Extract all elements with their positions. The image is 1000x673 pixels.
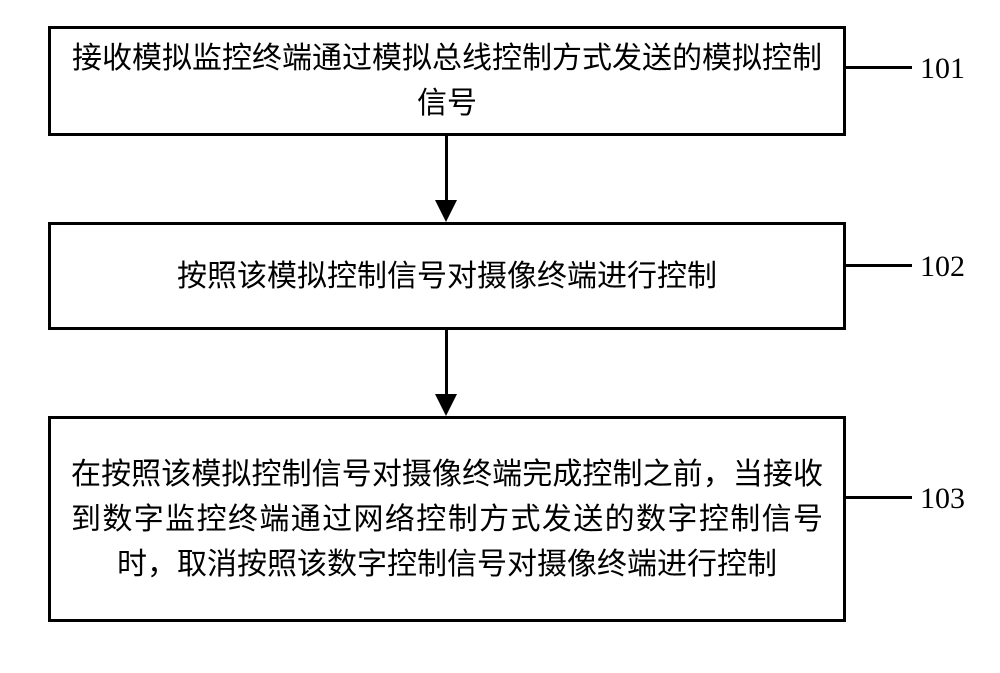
flow-node-101-text: 接收模拟监控终端通过模拟总线控制方式发送的模拟控制信号	[71, 36, 823, 126]
flow-node-102: 按照该模拟控制信号对摄像终端进行控制	[48, 222, 846, 330]
leader-line-102	[846, 264, 912, 267]
leader-line-101	[846, 66, 912, 69]
edge-102-103-head	[435, 394, 457, 416]
edge-101-102-head	[435, 200, 457, 222]
flow-node-102-text: 按照该模拟控制信号对摄像终端进行控制	[177, 254, 717, 299]
leader-line-103	[846, 496, 912, 499]
edge-101-102	[445, 136, 448, 200]
flow-node-103-text: 在按照该模拟控制信号对摄像终端完成控制之前，当接收到数字监控终端通过网络控制方式…	[71, 452, 823, 587]
flow-label-102: 102	[920, 250, 965, 284]
flow-label-101: 101	[920, 52, 965, 86]
flow-node-101: 接收模拟监控终端通过模拟总线控制方式发送的模拟控制信号	[48, 26, 846, 136]
flowchart-canvas: 接收模拟监控终端通过模拟总线控制方式发送的模拟控制信号 101 按照该模拟控制信…	[0, 0, 1000, 673]
flow-node-103: 在按照该模拟控制信号对摄像终端完成控制之前，当接收到数字监控终端通过网络控制方式…	[48, 416, 846, 622]
flow-label-103: 103	[920, 482, 965, 516]
edge-102-103	[445, 330, 448, 394]
